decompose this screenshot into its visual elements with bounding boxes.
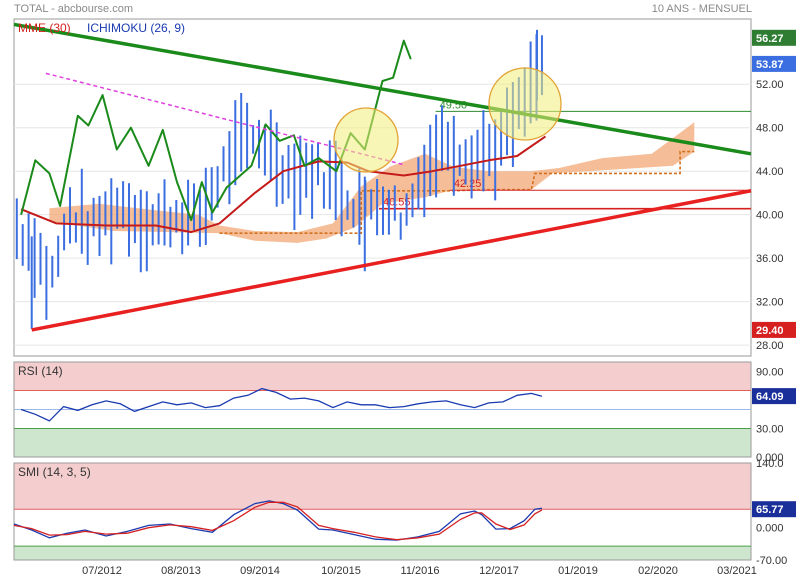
price-tag-box [752, 29, 796, 46]
oversold-band [14, 546, 751, 560]
ichimoku-kijun-dashed [219, 150, 695, 234]
smi-y-tick-label: 0.000 [756, 523, 784, 535]
neutral-band [14, 509, 751, 547]
rsi-y-tick-label: 90.00 [756, 367, 784, 379]
x-tick-label: 11/2016 [401, 565, 440, 577]
rsi-y-tick-label: 0.000 [756, 452, 784, 464]
ichimoku-cloud [49, 122, 695, 243]
x-tick-label: 10/2015 [321, 565, 361, 577]
price-y-tick-label: 48.00 [756, 123, 784, 135]
price-y-tick-label: 32.00 [756, 297, 784, 309]
smi-y-tick-label: -70.00 [756, 555, 787, 567]
chart-header-symbol: TOTAL - abcbourse.com [14, 3, 134, 15]
price-y-tick-label: 52.00 [756, 79, 784, 91]
x-tick-label: 01/2019 [558, 565, 598, 577]
osc-line-smi [13, 500, 542, 541]
oversold-band [14, 428, 751, 457]
price-tag-label: 56.27 [756, 33, 784, 45]
trendline-support [31, 189, 752, 332]
rsi-value-label: 64.09 [756, 391, 784, 403]
chart-header-period: 10 ANS - MENSUEL [651, 3, 752, 15]
smi-value-label: 65.77 [756, 504, 784, 516]
price-y-tick-label: 28.00 [756, 340, 784, 352]
x-tick-label: 03/2021 [717, 565, 757, 577]
rsi-y-tick-label: 30.00 [756, 424, 784, 436]
ichimoku-kumo [49, 122, 695, 243]
price-candles [15, 29, 543, 329]
price-tag-label: 29.40 [756, 325, 784, 337]
trendline-dashed [45, 72, 404, 166]
legend-ichimoku: ICHIMOKU (26, 9) [87, 21, 185, 35]
rsi-value-tag [752, 388, 796, 405]
trendlines [13, 22, 752, 332]
x-tick-label: 09/2014 [240, 565, 280, 577]
x-tick-label: 08/2013 [161, 565, 201, 577]
price-tags: 56.27 53.87 29.40 [752, 29, 796, 338]
overbought-band [14, 463, 751, 510]
price-y-tick-label: 36.00 [756, 253, 784, 265]
smi-body: 140.0 0.000 -70.00 65.77 [13, 458, 796, 567]
price-y-tick-label: 40.00 [756, 210, 784, 222]
smi-title: SMI (14, 3, 5) [18, 465, 91, 479]
highlight-circle-2018 [488, 67, 562, 141]
smi-y-tick-label: 140.0 [756, 458, 784, 470]
price-tag-box [752, 321, 796, 338]
price-tag-box [752, 55, 796, 72]
highlight-circle-2016 [333, 107, 399, 173]
osc-line-rsi [20, 387, 543, 422]
trendline-resistance [13, 22, 752, 156]
rsi-title: RSI (14) [18, 364, 63, 378]
series-mme-30- [20, 135, 547, 234]
legend-mme: MME (30) [18, 21, 71, 35]
price-y-axis: 28.00 32.00 36.00 40.00 44.00 48.00 52.00 [756, 79, 784, 352]
x-axis: 07/2012 08/2013 09/2014 10/2015 11/2016 12/20… [82, 565, 757, 577]
level-label: 42.25 [454, 178, 482, 190]
x-tick-label: 07/2012 [82, 565, 122, 577]
osc-line-signal [13, 501, 543, 541]
price-tag-label: 53.87 [756, 59, 784, 71]
overbought-band [14, 362, 751, 391]
smi-panel: 140.0 0.000 -70.00 65.77 SMI (14, 3, 5) [13, 458, 796, 567]
smi-value-tag [752, 501, 796, 518]
x-tick-label: 02/2020 [638, 565, 678, 577]
x-tick-label: 12/2017 [479, 565, 519, 577]
price-y-tick-label: 44.00 [756, 166, 784, 178]
